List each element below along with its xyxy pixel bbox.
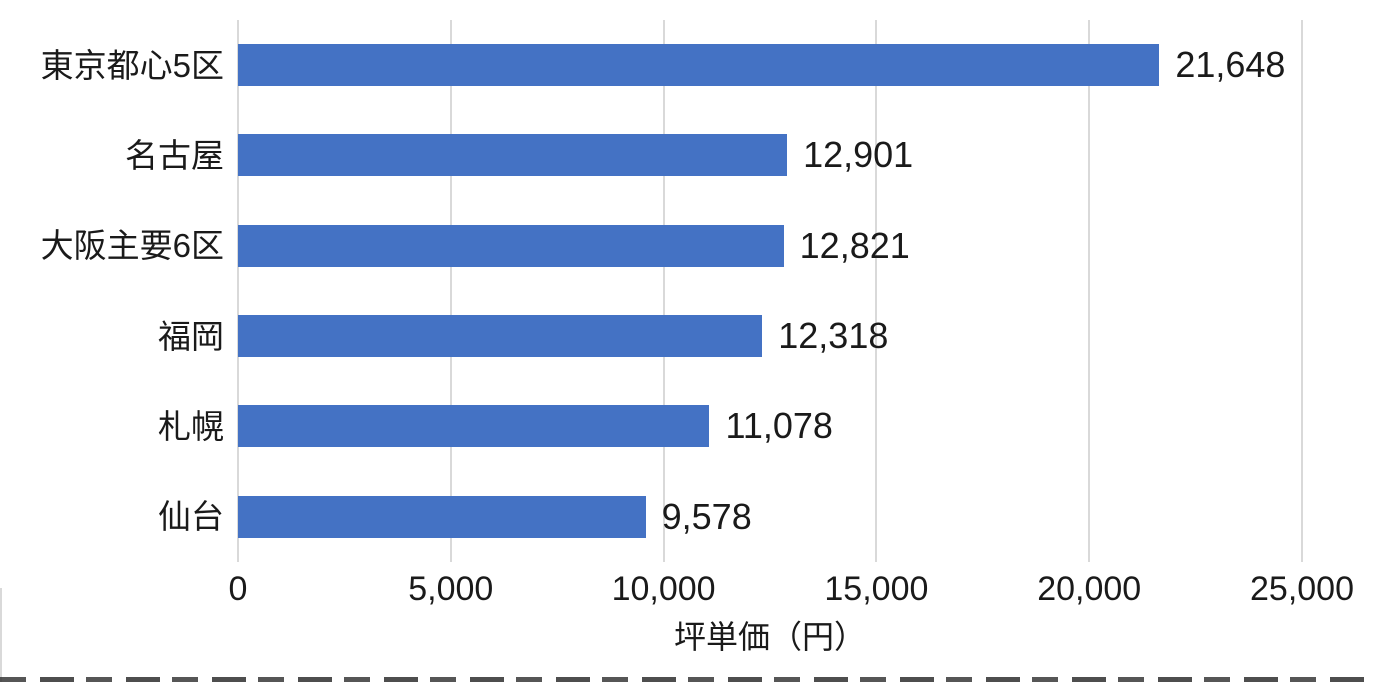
value-label: 11,078 [725,405,833,447]
category-label: 仙台 [158,498,224,536]
left-edge-line [0,588,2,682]
x-tick: 15,000 [824,570,929,608]
value-label: 9,578 [661,495,752,537]
value-label: 12,821 [799,224,910,266]
chart-row: 大阪主要6区 12,821 [41,201,1302,291]
category-label: 東京都心5区 [40,46,224,84]
chart-row: 札幌 11,078 [158,381,1302,471]
bar [238,405,710,448]
x-tick: 25,000 [1250,570,1354,608]
plot-area: 東京都心5区 21,648 名古屋 12,901 大阪主要6区 12,821 福… [41,20,1303,562]
chart-row: 名古屋 12,901 [125,110,1302,200]
bar [238,134,788,177]
x-tick: 5,000 [408,570,494,608]
category-label: 札幌 [158,407,224,445]
x-axis-ticks: 0 5,000 10,000 15,000 20,000 25,000 [229,570,1354,612]
bottom-crop-line [0,677,1376,682]
bar [238,315,763,358]
chart-row: 東京都心5区 21,648 [41,20,1302,110]
chart-row: 福岡 12,318 [158,291,1302,381]
bar-rows: 東京都心5区 21,648 名古屋 12,901 大阪主要6区 12,821 福… [41,20,1302,562]
gridline-20000 [1088,20,1091,562]
gridline-25000 [1301,20,1303,562]
gridline-0 [237,20,239,562]
x-tick: 0 [228,570,248,608]
bar [238,224,784,267]
gridline-5000 [449,20,452,562]
x-tick: 10,000 [611,570,716,608]
value-label: 12,318 [778,315,889,357]
value-label: 21,648 [1175,44,1286,86]
x-tick: 20,000 [1037,570,1142,608]
category-label: 福岡 [158,317,224,355]
chart-row: 仙台 9,578 [158,472,1302,562]
bar [238,495,646,538]
bar [238,44,1160,87]
value-label: 12,901 [803,134,914,176]
gridline-10000 [662,20,665,562]
category-label: 大阪主要6区 [40,227,224,265]
gridline-15000 [875,20,878,562]
category-label: 名古屋 [125,136,224,174]
x-axis-title: 坪単価（円） [673,619,866,655]
